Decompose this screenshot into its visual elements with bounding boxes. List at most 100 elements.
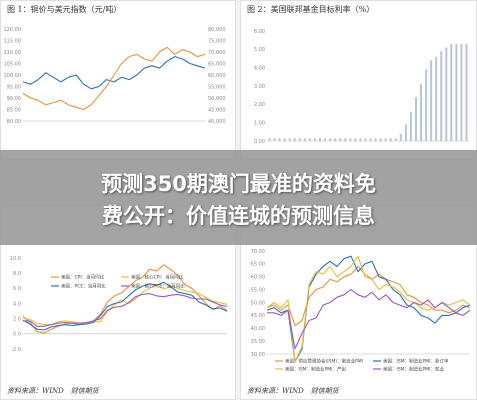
bar — [268, 138, 271, 141]
bar — [298, 138, 301, 141]
bar — [303, 138, 306, 141]
bar — [283, 138, 286, 141]
y-tick-label: 115.00 — [4, 38, 22, 44]
chart-fed-rate: 6.00 5.00 4.00 3.00 2.00 1.00 0.00 — [254, 29, 469, 145]
y-tick-label: 60.00 — [251, 275, 265, 281]
headline-line-1: 预测350期澳门最准的资料免 — [101, 172, 376, 196]
series-line — [22, 281, 228, 331]
headline-line-2: 费公开：价值连城的预测信息 — [102, 204, 375, 228]
chart-title: 图 1：铜价与美元指数（元/吨） — [7, 5, 122, 14]
y-tick-label: 65.00 — [251, 262, 265, 268]
y-tick-label: 80,000 — [208, 27, 226, 33]
bar — [374, 138, 377, 141]
series-line — [22, 264, 228, 334]
series-line — [22, 46, 206, 111]
bar — [409, 111, 412, 141]
y-tick-label: 70,000 — [208, 50, 226, 56]
bar — [354, 138, 357, 141]
series-line — [267, 289, 471, 350]
bar — [399, 133, 402, 141]
bar — [425, 69, 428, 141]
y-tick-label: 10.0 — [10, 256, 21, 262]
y-tick-label: 2.00 — [254, 102, 265, 108]
legend-label: 美国：核心PCE：当月同比 — [131, 283, 185, 290]
y-tick-label: 55,000 — [208, 84, 226, 90]
y-tick-label: 70.00 — [251, 249, 265, 255]
y-tick-label: 100.00 — [4, 73, 22, 79]
chart-copy-dollar: 120.00 115.00 110.00 105.00 100.00 95.00 90.00… — [4, 27, 226, 125]
series-line — [23, 293, 228, 327]
bar — [445, 47, 448, 141]
bar — [334, 138, 337, 141]
series-line — [266, 255, 471, 363]
chart-source: 资料来源：WIND 财信期货 — [247, 387, 339, 395]
bar — [450, 43, 453, 141]
chart-ism: 70.00 65.00 60.00 55.00 50.00 45.00 40.00 35.00… — [251, 249, 471, 373]
y-tick-label: 5.00 — [254, 47, 265, 53]
y-tick-label: 40,000 — [208, 119, 226, 125]
bar — [440, 51, 443, 142]
bar — [435, 56, 438, 142]
bar — [415, 97, 417, 141]
bar — [455, 43, 458, 141]
y-tick-label: 120.00 — [4, 27, 22, 33]
bar — [319, 138, 321, 141]
y-tick-label: 55.00 — [251, 287, 265, 293]
bar — [329, 138, 332, 141]
chart-panel-copy-dollar: 图 1：铜价与美元指数（元/吨） 120.00 115.00 110.00 105.0… — [0, 0, 236, 160]
y-tick-label: 2.0 — [13, 316, 21, 322]
bar — [359, 138, 362, 141]
bar — [369, 138, 372, 141]
headline-text: 预测350期澳门最准的资料免 费公开：价值连城的预测信息 — [0, 168, 477, 232]
headline-banner — [0, 150, 477, 245]
bar — [430, 60, 433, 141]
bar — [379, 138, 382, 141]
legend-label: 美国：CPI：当月同比 — [61, 274, 105, 281]
y-tick-label: 85.00 — [7, 107, 21, 113]
y-tick-label: 6.00 — [254, 29, 265, 35]
y-tick-label: 50.00 — [251, 300, 265, 306]
legend-label: 美国：ISM：制造业PMI：产出 — [285, 366, 346, 373]
chart-source: 资料来源：WIND 财信期货 — [7, 387, 99, 395]
y-tick-label: 4.00 — [254, 65, 265, 71]
legend-label: 美国：ISM：制造业PMI：就业 — [383, 366, 444, 373]
bar — [389, 138, 392, 141]
y-tick-label: 8.0 — [13, 271, 21, 277]
y-tick-label: 40.00 — [251, 326, 265, 332]
y-tick-label: 45.00 — [251, 313, 265, 319]
y-tick-label: 95.00 — [7, 84, 21, 90]
legend-label: 美国：PCE：当月同比 — [61, 283, 106, 290]
y-tick-label: 35.00 — [251, 339, 265, 345]
y-tick-label: 1.00 — [254, 120, 265, 126]
bar — [339, 138, 342, 141]
bar — [308, 138, 311, 141]
bar — [324, 138, 327, 141]
series-line — [266, 255, 471, 363]
y-tick-label: 65,000 — [208, 61, 226, 67]
y-tick-label: 6.0 — [13, 286, 21, 292]
chart-cpi: 10.0 8.0 6.0 4.0 2.0 0.0 -2.0 美国：CPI：当月同比 美国：核心C… — [10, 256, 228, 353]
bar — [314, 138, 316, 141]
bar — [384, 138, 387, 141]
chart-title: 图 2：美国联邦基金目标利率（%） — [247, 5, 375, 14]
y-tick-label: 0.00 — [254, 139, 265, 145]
bar — [364, 138, 367, 141]
bar — [288, 138, 291, 141]
y-tick-label: 80.00 — [7, 119, 21, 125]
chart-panel-fed-rate: 图 2：美国联邦基金目标利率（%） 6.00 5.00 4.00 3.00 2.00 1.… — [240, 0, 477, 160]
y-tick-label: -2.0 — [11, 347, 21, 353]
legend-label: 美国：ISM：制造业PMI：新订单 — [383, 358, 449, 365]
series-line — [266, 265, 471, 327]
y-tick-label: 60,000 — [208, 73, 226, 79]
legend-label: 美国：供应管理协会(ISM)：制造业PMI — [285, 358, 363, 365]
bar — [293, 138, 296, 141]
y-tick-label: 3.00 — [254, 84, 265, 90]
legend-label: 美国：核心CPI：当月同比 — [131, 274, 184, 281]
series-line — [22, 283, 228, 326]
bar — [460, 43, 463, 141]
bar — [465, 43, 468, 141]
bar — [404, 124, 407, 141]
y-tick-label: 105.00 — [4, 61, 22, 67]
y-tick-label: 110.00 — [4, 50, 22, 56]
y-tick-label: 45,000 — [208, 107, 226, 113]
